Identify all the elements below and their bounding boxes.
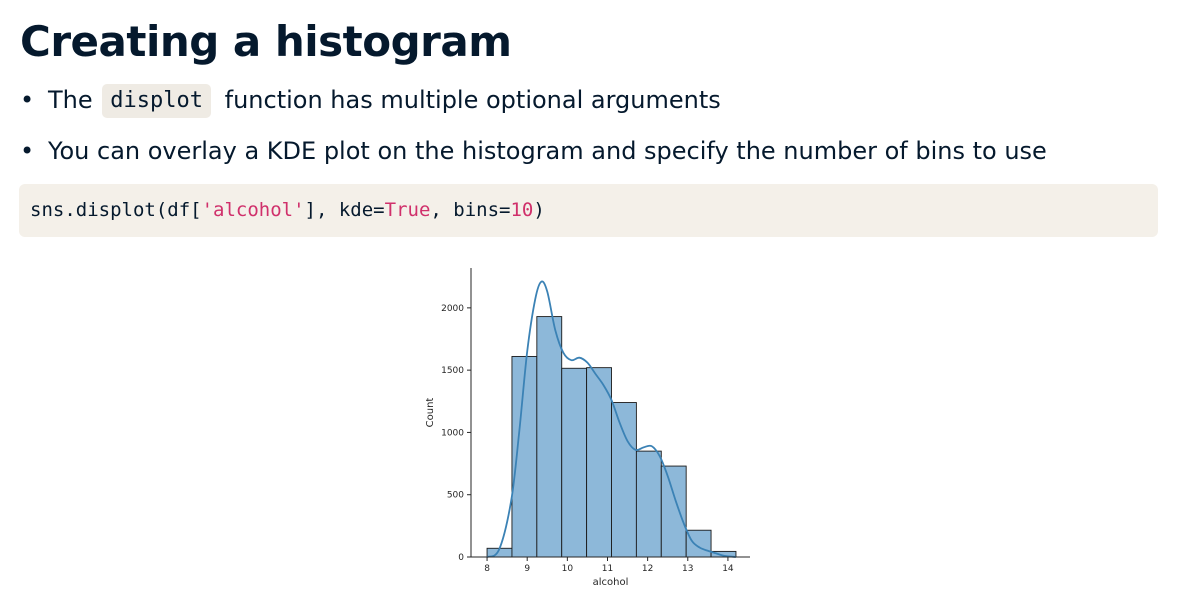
bullet-text-before: The: [48, 86, 93, 114]
x-tick-label: 14: [722, 564, 734, 574]
code-token: ], kde=: [304, 199, 385, 221]
y-axis-label: Count: [425, 398, 436, 428]
page-title: Creating a histogram: [20, 17, 512, 66]
y-tick-label: 1500: [441, 366, 464, 376]
y-tick-label: 0: [458, 553, 464, 563]
code-token: , bins=: [430, 199, 511, 221]
x-tick-label: 13: [682, 564, 693, 574]
x-axis-label: alcohol: [593, 577, 629, 588]
code-block: sns.displot(df['alcohol'], kde=True, bin…: [19, 184, 1158, 237]
code-token: sns.displot(df[: [30, 199, 202, 221]
histogram-bar: [561, 367, 588, 558]
bullet-list: • The displot function has multiple opti…: [20, 80, 1047, 182]
inline-code-displot: displot: [102, 84, 211, 118]
x-tick-label: 10: [562, 564, 574, 574]
x-tick-label: 11: [602, 564, 613, 574]
code-token-keyword: True: [384, 199, 431, 221]
code-token-number: 10: [510, 199, 534, 221]
x-tick-label: 12: [642, 564, 653, 574]
histogram-bar: [635, 450, 662, 558]
bullet-dot-icon: •: [20, 137, 35, 165]
bullet-text-after: function has multiple optional arguments: [224, 86, 721, 114]
chart-ticks: 0 500 1000 1500 2000 8 9 10 11 12 13 14: [441, 304, 734, 574]
x-tick-label: 8: [484, 564, 490, 574]
y-tick-label: 500: [447, 491, 464, 501]
x-tick-label: 9: [524, 564, 530, 574]
bullet-text: You can overlay a KDE plot on the histog…: [48, 137, 1047, 165]
histogram-bar: [586, 367, 612, 558]
kde-line: [486, 280, 737, 558]
bullet-dot-icon: •: [20, 86, 35, 114]
histogram-bar: [536, 316, 563, 558]
y-tick-label: 2000: [441, 304, 464, 314]
histogram-bar: [611, 402, 637, 558]
y-tick-label: 1000: [441, 428, 464, 438]
code-token: ): [533, 199, 545, 221]
histogram-bar: [660, 465, 687, 558]
histogram-bar: [685, 529, 712, 558]
histogram-bars: [486, 316, 737, 558]
chart-axes: [470, 268, 750, 558]
code-token-string: 'alcohol': [201, 199, 305, 221]
bullet-item-displot: • The displot function has multiple opti…: [20, 80, 1047, 120]
bullet-item-kde: • You can overlay a KDE plot on the hist…: [20, 131, 1047, 171]
